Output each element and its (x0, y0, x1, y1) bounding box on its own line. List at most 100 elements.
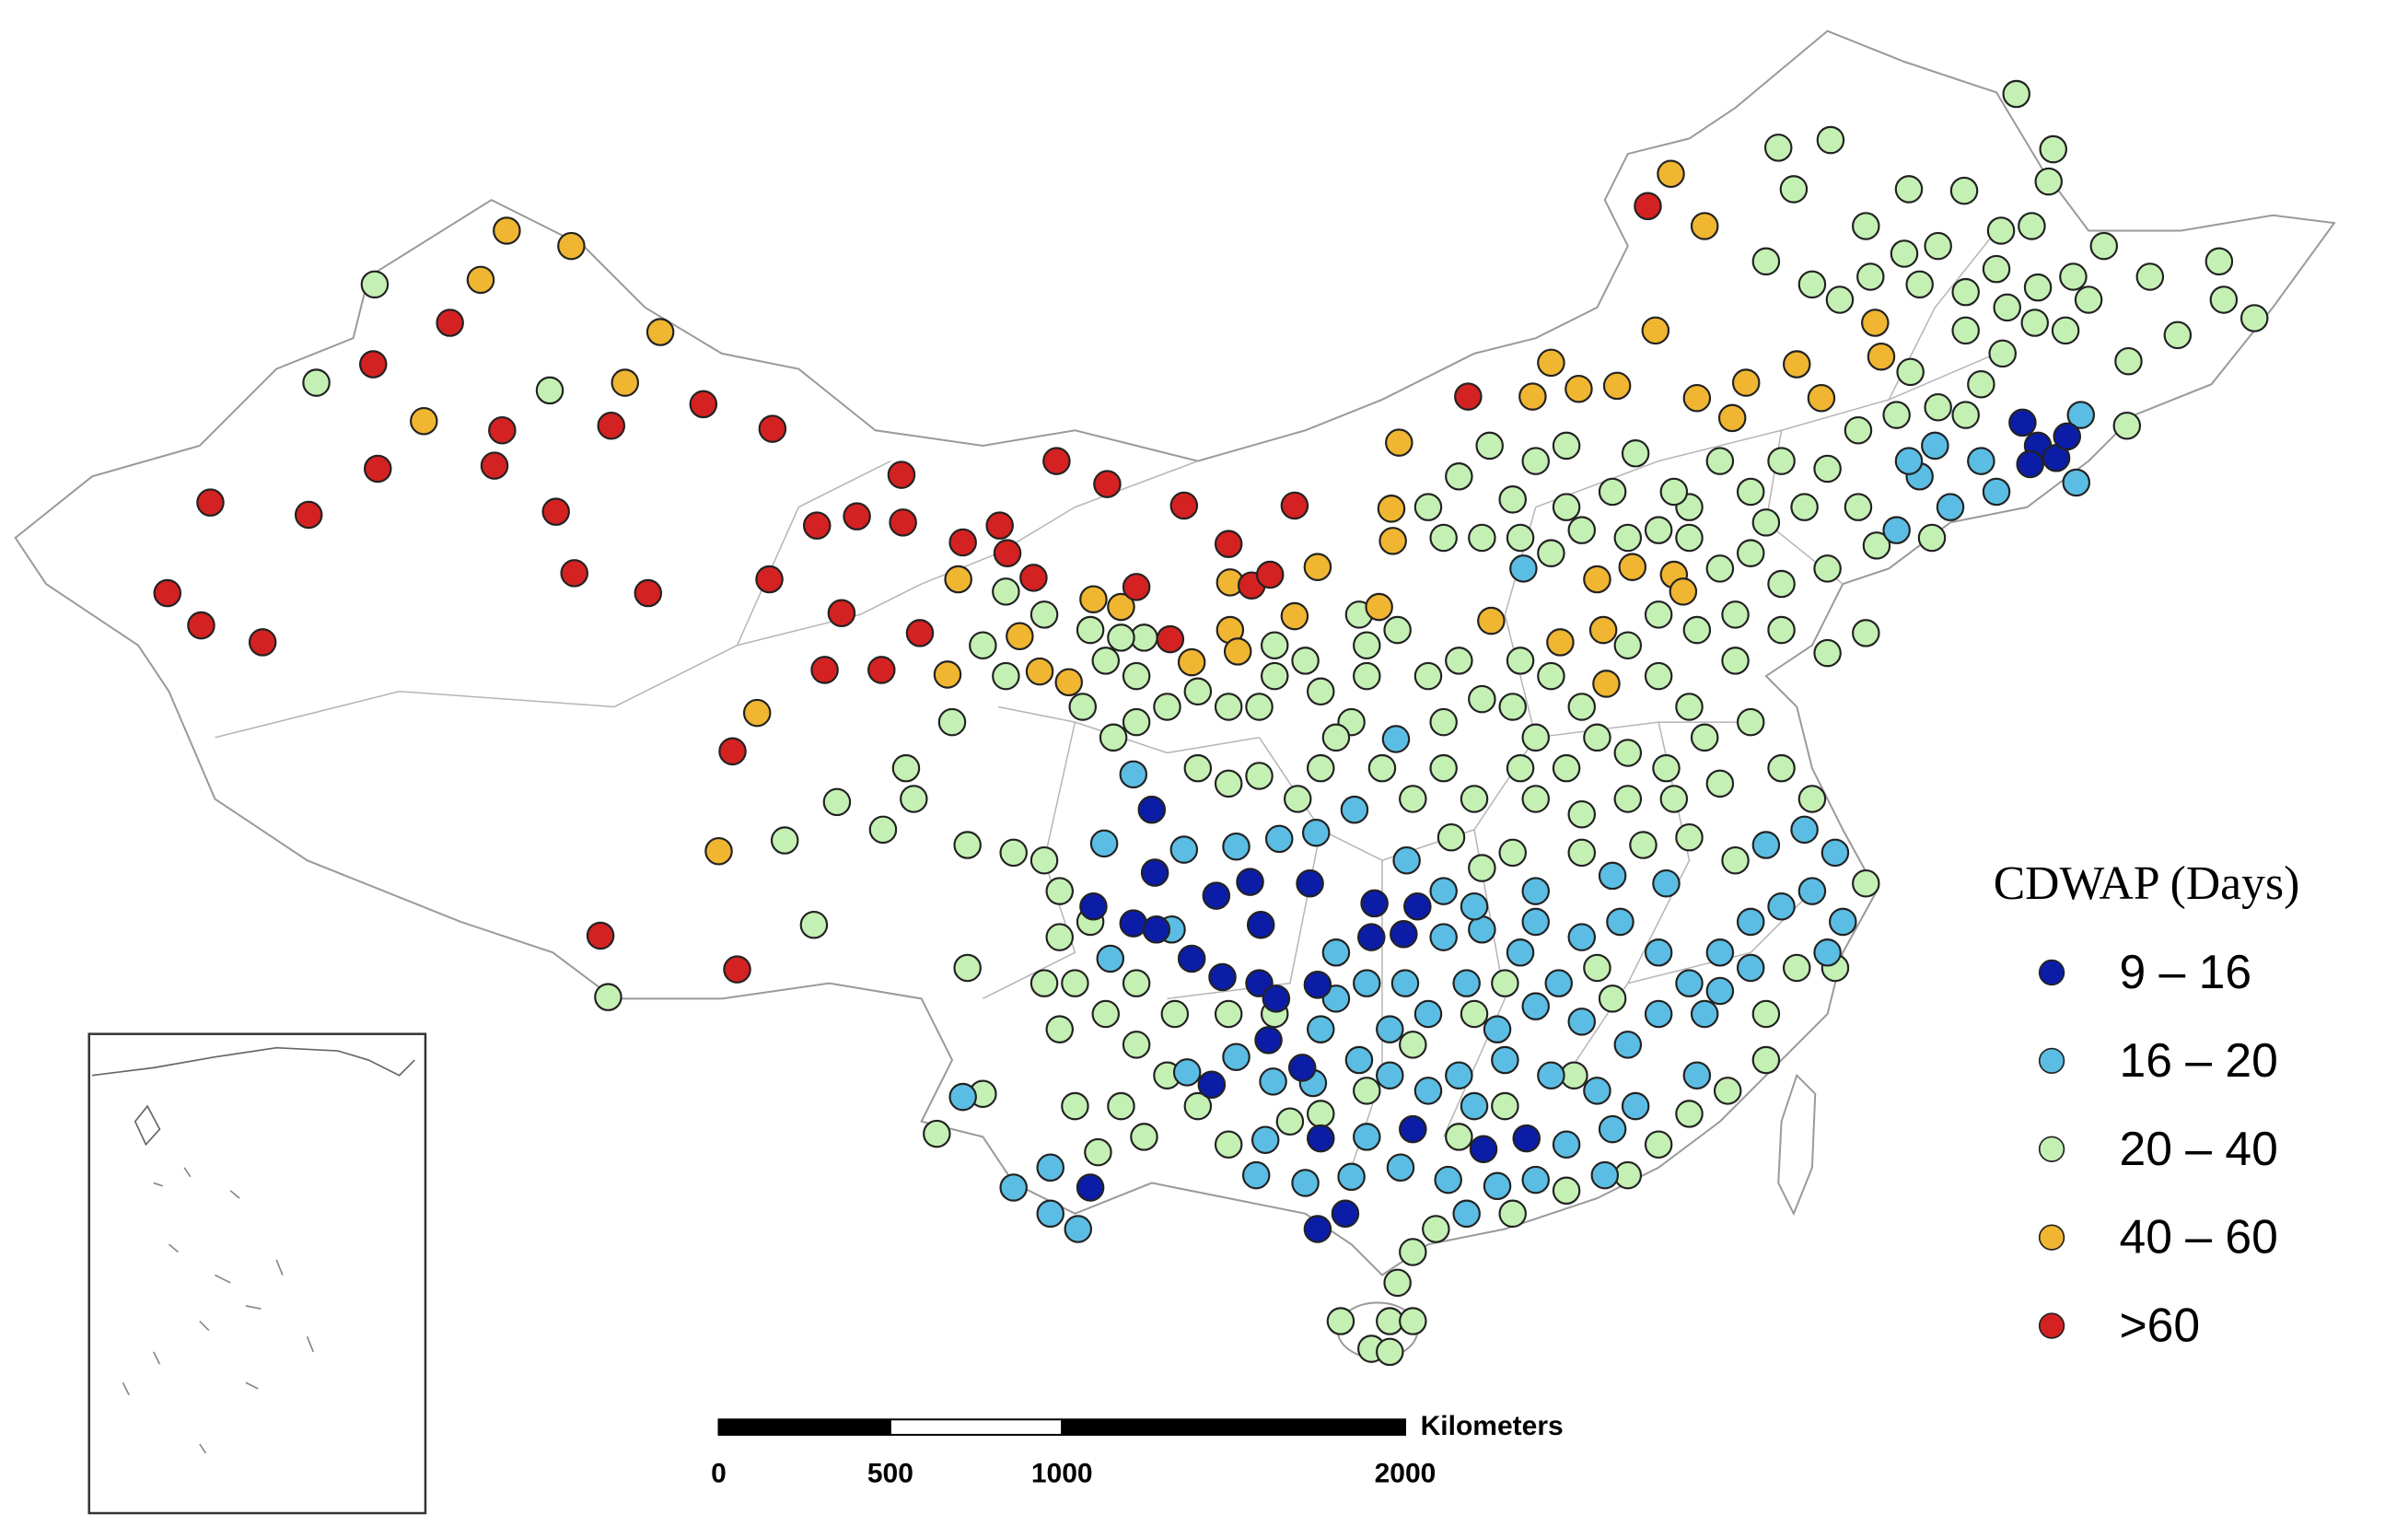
station (1844, 416, 1873, 445)
legend-label: 9 – 16 (2119, 945, 2251, 998)
station (2112, 412, 2142, 440)
station (2239, 304, 2269, 332)
station (1306, 1015, 1335, 1043)
station (1381, 725, 1411, 753)
station (1321, 723, 1351, 752)
station (1882, 401, 1911, 429)
station (1825, 285, 1855, 314)
scale-label: 500 (867, 1459, 913, 1489)
station (999, 838, 1028, 868)
station (1452, 1199, 1481, 1229)
station (1890, 239, 1919, 268)
station (1399, 1238, 1427, 1266)
station (1122, 661, 1151, 691)
station (2008, 408, 2037, 437)
station (187, 611, 215, 640)
station (1142, 915, 1171, 944)
station (1592, 670, 1621, 698)
station (992, 661, 1020, 691)
legend-label: 20 – 40 (2119, 1122, 2277, 1175)
station (1629, 831, 1658, 859)
station (1236, 868, 1264, 896)
station (1509, 554, 1538, 583)
station (1214, 530, 1243, 558)
station (1552, 753, 1581, 783)
station (1537, 539, 1565, 567)
station (1813, 938, 1842, 967)
station (1208, 962, 1237, 992)
station (1652, 868, 1681, 898)
station (1259, 1067, 1287, 1096)
station (1675, 1100, 1704, 1128)
station (1721, 600, 1750, 629)
station (999, 1173, 1028, 1202)
station (2135, 262, 2165, 291)
station (1413, 661, 1443, 691)
station (2089, 231, 2119, 261)
station (1214, 999, 1243, 1029)
station (1291, 1169, 1320, 1197)
station (1767, 447, 1796, 475)
station (597, 412, 626, 440)
station (1567, 693, 1597, 721)
station (1331, 1199, 1360, 1229)
station (302, 368, 331, 397)
station (723, 955, 751, 984)
station (1303, 971, 1332, 999)
station (1675, 693, 1704, 721)
station (1091, 999, 1121, 1029)
station (1353, 1123, 1381, 1151)
station (1797, 785, 1827, 813)
station (294, 500, 323, 530)
station (1413, 999, 1443, 1029)
station (1537, 661, 1565, 691)
station (1583, 953, 1611, 983)
station (488, 416, 517, 445)
station (1491, 1091, 1519, 1121)
station (634, 578, 663, 608)
station (1140, 858, 1169, 887)
station (1682, 383, 1712, 413)
station (1852, 212, 1880, 240)
station (1260, 661, 1289, 691)
station (1222, 832, 1251, 861)
station (1537, 1061, 1565, 1089)
station (1107, 592, 1135, 622)
station (1376, 1061, 1404, 1089)
station (1445, 1123, 1473, 1151)
station (1183, 677, 1213, 706)
station (1751, 508, 1781, 537)
station (1659, 477, 1689, 507)
station (1813, 638, 1842, 668)
station (2209, 285, 2239, 314)
station (1214, 1130, 1243, 1159)
station (868, 815, 898, 845)
station (1567, 1008, 1597, 1036)
station (1429, 877, 1458, 905)
station (1567, 838, 1597, 868)
station (1434, 1165, 1462, 1194)
station (1705, 938, 1735, 967)
station (1731, 368, 1761, 397)
station (1030, 600, 1059, 629)
station (2034, 167, 2064, 196)
station (535, 376, 564, 405)
scale-segment (1061, 1418, 1406, 1436)
station (1376, 1015, 1404, 1043)
station (1813, 454, 1842, 484)
station (1634, 192, 1662, 221)
station (1130, 1123, 1158, 1151)
station (1383, 615, 1412, 645)
station (1177, 944, 1206, 973)
station (1657, 159, 1685, 189)
station (1644, 516, 1673, 544)
station (2020, 309, 2050, 337)
station (1506, 523, 1535, 553)
scale-label: 0 (711, 1459, 727, 1489)
station (1644, 938, 1673, 967)
station (1621, 439, 1650, 468)
station (1156, 624, 1185, 654)
station (1096, 944, 1125, 973)
station (1682, 615, 1712, 645)
station (1924, 392, 1952, 422)
